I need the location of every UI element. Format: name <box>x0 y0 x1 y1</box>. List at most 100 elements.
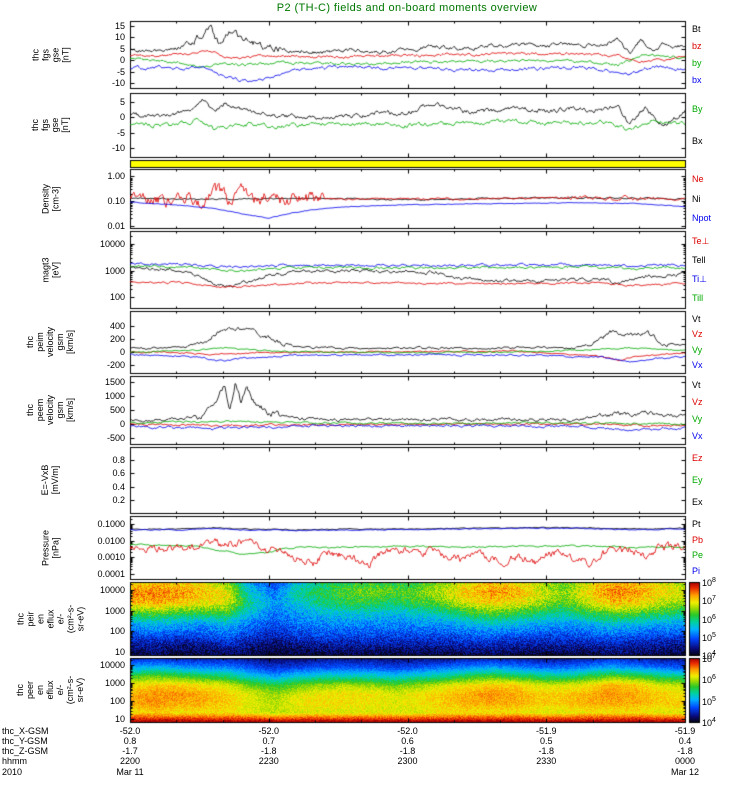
y-tick-label: 5 <box>119 43 125 54</box>
y-tick-label: 100 <box>109 292 125 303</box>
time-tick-label: 2330 <box>536 756 557 766</box>
ephemeris-value: 0.5 <box>539 736 553 746</box>
legend-entry: Ne <box>692 173 704 184</box>
y-tick-label: -10 <box>111 142 125 153</box>
ephemeris-value: 0.8 <box>123 736 137 746</box>
legend-entry: Vt <box>692 379 701 390</box>
legend-entry: By <box>692 104 703 114</box>
legend-entry: Vt <box>692 313 701 324</box>
y-tick-label: 10 <box>114 646 125 657</box>
page-title: P2 (TH-C) fields and on-board moments ov… <box>276 2 538 14</box>
y-tick-label: -10 <box>111 78 125 89</box>
colorbar-tick-label: 105 <box>702 695 716 707</box>
y-tick-label: 10000 <box>99 660 125 671</box>
colorbar-tick-label: 106 <box>702 674 716 686</box>
axis-row-label: thc_Y-GSM <box>2 736 48 746</box>
y-tick-label: 400 <box>109 320 125 331</box>
legend-entry: bz <box>692 41 702 52</box>
y-tick-label: -5 <box>116 66 125 77</box>
legend-entry: Ey <box>692 475 703 485</box>
legend-entry: Npot <box>692 213 712 224</box>
ephemeris-value: 0.7 <box>262 736 276 746</box>
legend-entry: Pi <box>692 566 701 577</box>
legend-entry: Ez <box>692 453 703 463</box>
y-tick-label: 1500 <box>104 376 125 387</box>
y-tick-label: 1000 <box>104 605 125 616</box>
legend-entry: by <box>692 57 702 68</box>
y-tick-label: 1.00 <box>107 171 125 182</box>
y-tick-label: 100 <box>109 696 125 707</box>
date-label: Mar 11 <box>116 767 144 777</box>
panel-ylabel: thc peir en eflux e/- (cm²-s- sr-eV) <box>15 604 85 633</box>
y-tick-label: 200 <box>109 333 125 344</box>
y-tick-label: 0.4 <box>112 481 125 492</box>
y-tick-label: 1000 <box>104 390 125 401</box>
y-tick-label: 10000 <box>99 585 125 596</box>
legend-entry: Ni <box>692 193 701 204</box>
y-tick-label: 5 <box>119 97 125 108</box>
date-label: Mar 12 <box>670 767 700 777</box>
ephemeris-value: -1.8 <box>538 746 555 756</box>
y-tick-label: 0 <box>119 55 125 66</box>
year-label: 2010 <box>2 767 23 777</box>
axis-row-label: thc_Z-GSM <box>2 746 49 756</box>
legend-entry: Vx <box>692 430 703 441</box>
legend-entry: Bt <box>692 24 701 35</box>
colorbar-tick-label: 107 <box>702 653 716 664</box>
ephemeris-value: -52.0 <box>397 726 418 736</box>
colorbar-tick-label: 107 <box>702 595 716 607</box>
panel-ylabel: Pressure [nPa] <box>40 529 60 566</box>
colorbar-tick-label: 105 <box>702 631 716 643</box>
ephemeris-value: -51.9 <box>535 726 557 736</box>
legend-entry: Vz <box>692 329 703 340</box>
legend-entry: Vy <box>692 413 703 424</box>
y-tick-label: 0.2 <box>112 494 125 505</box>
y-tick-label: 0.1000 <box>97 518 125 529</box>
ephemeris-value: -51.9 <box>674 726 696 736</box>
colorbar-tick-label: 108 <box>702 577 716 588</box>
time-tick-label: 2200 <box>119 756 141 766</box>
y-tick-label: 500 <box>109 405 125 415</box>
ephemeris-value: -1.8 <box>260 746 277 756</box>
y-tick-label: 0.0100 <box>97 535 125 546</box>
y-tick-label: 0.0001 <box>97 568 125 579</box>
legend-entry: Till <box>692 293 704 304</box>
y-tick-label: 10 <box>114 714 125 725</box>
y-tick-label: 0.10 <box>107 196 125 206</box>
y-tick-label: 100 <box>109 626 125 637</box>
y-tick-label: 0.01 <box>107 220 125 231</box>
y-tick-label: 0.6 <box>112 468 125 479</box>
y-tick-label: 0 <box>119 112 125 123</box>
legend-entry: bx <box>692 74 702 85</box>
colorbar-tick-label: 104 <box>702 650 716 661</box>
legend-entry: Ti⊥ <box>692 274 708 285</box>
axis-row-label: hhmm <box>2 756 28 766</box>
y-tick-label: 15 <box>114 20 125 31</box>
panel-ylabel: magt3 [eV] <box>40 257 60 283</box>
ephemeris-value: -52.0 <box>258 726 280 736</box>
colorbar-tick-label: 106 <box>702 613 716 625</box>
panel-ylabel: thc fgs gse [nT] <box>30 117 70 133</box>
legend-entry: Vx <box>692 360 703 371</box>
legend-entry: Ex <box>692 497 703 507</box>
legend-entry: Pt <box>692 518 701 529</box>
panel-ylabel: thc peer en eflux e/- (cm²-s- sr-eV) <box>15 675 85 705</box>
y-tick-label: 0 <box>119 419 125 430</box>
y-tick-label: 0 <box>119 346 125 357</box>
ephemeris-value: 0.6 <box>401 736 414 746</box>
y-tick-label: -5 <box>116 127 125 138</box>
ephemeris-value: 0.4 <box>678 736 692 746</box>
legend-entry: Pb <box>692 534 704 545</box>
legend-entry: Vz <box>692 396 703 407</box>
y-tick-label: -500 <box>106 433 125 444</box>
y-tick-label: 0.8 <box>112 455 125 466</box>
legend-entry: Pe <box>692 550 704 561</box>
axis-row-label: thc_X-GSM <box>2 726 49 736</box>
y-tick-label: 0.0010 <box>97 552 125 563</box>
ephemeris-value: -1.7 <box>122 746 138 756</box>
legend-entry: Bx <box>692 136 703 146</box>
ephemeris-value: -52.0 <box>119 726 141 736</box>
